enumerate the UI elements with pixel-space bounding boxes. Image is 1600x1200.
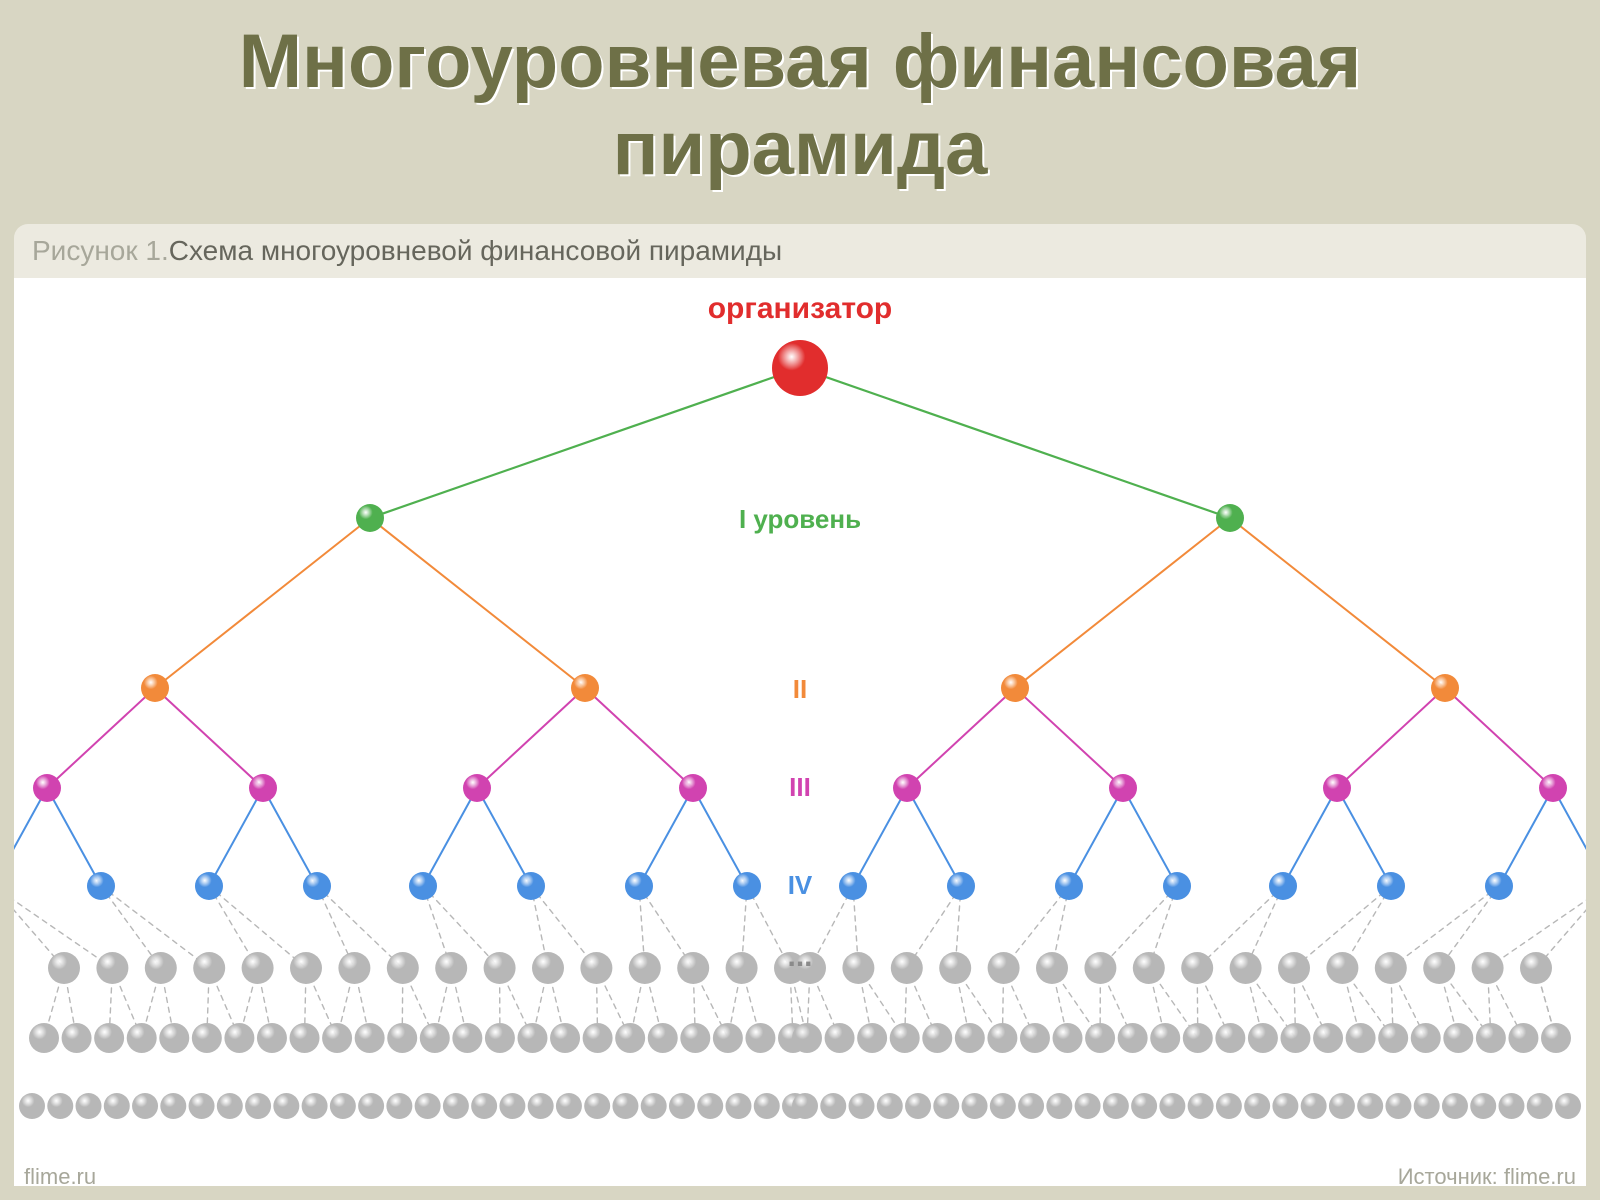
- pyramid-tree-diagram: организаторI уровеньIIIIIIV...: [14, 278, 1586, 1186]
- lbl-l3: III: [789, 772, 811, 802]
- tree-nodes: [14, 340, 1586, 1119]
- diagram-card: организаторI уровеньIIIIIIV...: [14, 278, 1586, 1186]
- lbl-l2: II: [793, 674, 807, 704]
- footer-source-right: Источник: flime.ru: [1398, 1164, 1576, 1190]
- lbl-l1: I уровень: [739, 504, 861, 534]
- lbl-dots: ...: [787, 940, 812, 973]
- lbl-org: организатор: [708, 292, 893, 325]
- lbl-l4: IV: [788, 870, 813, 900]
- page-title: Многоуровневая финансоваяпирамида: [0, 18, 1600, 193]
- figure-caption-prefix: Рисунок 1.: [32, 235, 169, 267]
- figure-caption-bar: Рисунок 1. Схема многоуровневой финансов…: [14, 224, 1586, 278]
- slide-page: Многоуровневая финансоваяпирамида Рисуно…: [0, 0, 1600, 1200]
- figure-caption-text: Схема многоуровневой финансовой пирамиды: [169, 235, 782, 267]
- footer-source-left: flime.ru: [24, 1164, 96, 1190]
